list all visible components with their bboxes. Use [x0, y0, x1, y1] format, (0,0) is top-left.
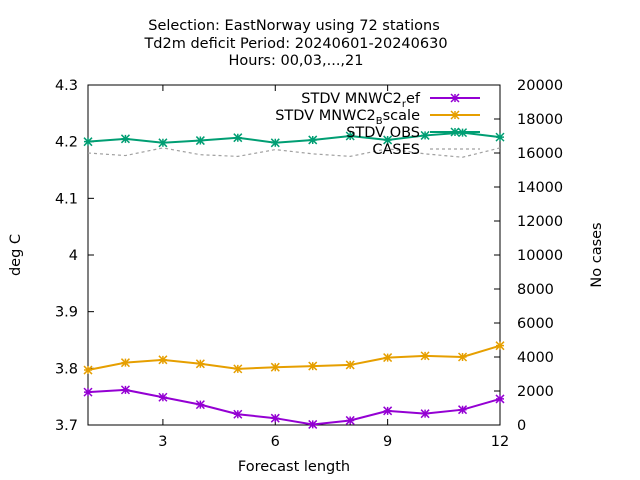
legend-label: STDV OBS [346, 125, 420, 141]
data-point [345, 360, 355, 370]
series-line [87, 388, 501, 426]
data-point [158, 355, 168, 365]
x-tick-label: 9 [383, 434, 392, 450]
data-point [345, 131, 355, 141]
y-tick-label: 3.7 [55, 418, 78, 434]
y2-tick-label: 10000 [517, 248, 563, 264]
legend-label: STDV MNWC2ref [301, 91, 421, 110]
data-point [308, 135, 318, 145]
data-point [158, 138, 168, 148]
data-point [158, 392, 168, 402]
data-point [120, 385, 130, 395]
axes: 3 6 9 12 3.7 3.8 3.9 4 4.1 4.2 4.3 0 2000 4000 6000 800… [55, 78, 563, 450]
y-tick-label: 4.3 [55, 78, 78, 94]
y2-tick-label: 4000 [517, 350, 554, 366]
y2-tick-label: 16000 [517, 146, 563, 162]
data-point [120, 134, 130, 144]
data-point [233, 409, 243, 419]
y-tick-label: 4 [69, 248, 78, 264]
data-point [420, 130, 430, 140]
title-line-1: Selection: EastNorway using 72 stations [148, 18, 440, 34]
y2-tick-label: 8000 [517, 282, 554, 298]
data-point [195, 359, 205, 369]
legend-label: CASES [372, 142, 420, 158]
x-tick-label: 12 [491, 434, 509, 450]
y2-axis-label: No cases [589, 222, 605, 287]
y-axis-label: deg C [8, 234, 24, 276]
title-line-2: Td2m deficit Period: 20240601-20240630 [143, 36, 447, 52]
x-tick-label: 6 [271, 434, 280, 450]
data-point [495, 132, 505, 142]
plot-frame [87, 84, 501, 426]
y-tick-label: 4.2 [55, 135, 78, 151]
data-point [270, 362, 280, 372]
legend-marker [450, 93, 460, 103]
data-point [495, 341, 505, 351]
data-point [83, 365, 93, 375]
x-tick-label: 3 [158, 434, 167, 450]
data-point [308, 419, 318, 429]
data-point [270, 138, 280, 148]
series-line [87, 131, 501, 144]
data-point [120, 358, 130, 368]
series-1 [83, 385, 505, 429]
data-point [383, 353, 393, 363]
y-tick-label: 4.1 [55, 191, 78, 207]
data-point [233, 133, 243, 143]
y2-tick-label: 6000 [517, 316, 554, 332]
series-2 [83, 341, 505, 375]
data-point [83, 387, 93, 397]
data-point [270, 413, 280, 423]
series-line [87, 344, 501, 372]
title-line-3: Hours: 00,03,...,21 [229, 53, 364, 69]
data-point [420, 351, 430, 361]
y-tick-label: 3.9 [55, 305, 78, 321]
legend-marker [450, 110, 460, 120]
y2-tick-label: 2000 [517, 384, 554, 400]
y-tick-label: 3.8 [55, 361, 78, 377]
x-axis-label: Forecast length [238, 459, 350, 475]
chart-title: Selection: EastNorway using 72 stations … [143, 18, 447, 69]
data-point [195, 136, 205, 146]
data-point [420, 409, 430, 419]
series-layer [83, 128, 505, 429]
y2-tick-label: 18000 [517, 112, 563, 128]
legend-marker [450, 127, 460, 137]
data-point [83, 137, 93, 147]
y2-tick-label: 12000 [517, 214, 563, 230]
data-point [195, 400, 205, 410]
data-point [458, 352, 468, 362]
legend-label: STDV MNWC2Bscale [275, 108, 420, 127]
data-point [308, 361, 318, 371]
data-point [495, 394, 505, 404]
y2-tick-label: 20000 [517, 78, 563, 94]
data-point [383, 135, 393, 145]
y2-tick-label: 0 [517, 418, 526, 434]
data-point [458, 405, 468, 415]
data-point [383, 406, 393, 416]
data-point [345, 415, 355, 425]
data-point [233, 364, 243, 374]
y2-tick-label: 14000 [517, 180, 563, 196]
